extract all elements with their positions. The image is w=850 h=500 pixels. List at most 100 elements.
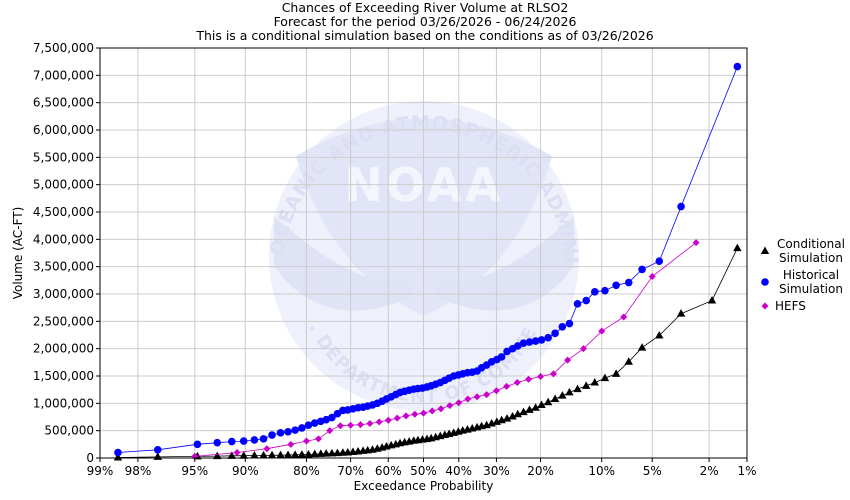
series-historical-simulation — [114, 62, 742, 457]
data-point — [326, 427, 334, 435]
data-point — [316, 449, 325, 457]
legend: ConditionalSimulationHistoricalSimulatio… — [760, 237, 845, 313]
data-point — [297, 450, 307, 458]
data-point — [464, 395, 472, 403]
chart-title-line-3: This is a conditional simulation based o… — [196, 28, 654, 43]
data-point — [558, 323, 567, 331]
x-tick-label: 30% — [483, 464, 510, 478]
y-tick-label: 6,000,000 — [33, 123, 94, 137]
data-point — [573, 300, 582, 308]
data-point — [558, 391, 567, 399]
y-tick-label: 4,500,000 — [33, 205, 94, 219]
data-point — [531, 337, 540, 345]
data-point — [483, 391, 491, 399]
data-point — [263, 445, 271, 453]
y-tick-label: 0 — [86, 451, 94, 465]
data-point — [600, 373, 610, 382]
data-point — [519, 407, 528, 416]
data-point — [302, 437, 310, 445]
data-point — [384, 416, 392, 424]
data-point — [113, 452, 123, 461]
data-point — [543, 397, 553, 406]
data-point — [519, 339, 528, 348]
x-tick-label: 2% — [700, 464, 719, 478]
data-point — [544, 333, 552, 342]
data-point — [733, 243, 742, 252]
data-point — [648, 273, 656, 281]
axes: 99% 98% 95% 90% 80% 70% 60% 50% 40% 30% 20% 10% 5% 2%… — [11, 41, 757, 493]
data-point — [525, 375, 533, 383]
data-point — [503, 382, 511, 390]
data-point — [611, 369, 621, 377]
data-point — [497, 353, 506, 361]
data-point — [393, 414, 401, 422]
data-point — [565, 319, 574, 328]
data-point — [153, 446, 162, 454]
data-point — [537, 336, 546, 344]
data-point — [287, 440, 295, 448]
data-point — [336, 422, 344, 430]
watermark-wave-right — [434, 216, 574, 311]
data-point — [428, 407, 436, 415]
data-point — [328, 413, 336, 422]
data-point — [549, 370, 557, 378]
x-tick-label: 40% — [445, 464, 472, 478]
legend-marker — [760, 246, 770, 254]
data-point — [375, 418, 383, 426]
legend-marker — [761, 278, 769, 286]
grid-lines — [99, 47, 748, 459]
data-point — [573, 384, 582, 393]
y-tick-label: 2,000,000 — [33, 342, 94, 356]
data-point — [513, 379, 521, 387]
data-point — [550, 394, 560, 402]
data-point — [473, 393, 481, 401]
x-tick-label: 60% — [375, 464, 402, 478]
x-tick-label: 80% — [293, 464, 320, 478]
data-point — [213, 438, 222, 447]
data-point — [677, 202, 685, 211]
y-tick-label: 5,500,000 — [33, 150, 94, 164]
data-point — [259, 450, 268, 459]
x-tick-label: 95% — [181, 464, 208, 478]
x-tick-label: 70% — [337, 464, 364, 478]
data-point — [239, 437, 248, 445]
data-point — [733, 62, 742, 71]
data-point — [250, 436, 259, 444]
data-point — [582, 381, 591, 389]
data-point — [347, 421, 355, 429]
data-point — [268, 431, 276, 439]
data-point — [446, 402, 454, 410]
x-tick-label: 50% — [410, 464, 437, 478]
data-point — [590, 378, 600, 386]
data-point — [638, 265, 646, 274]
data-point — [290, 450, 300, 458]
data-point — [525, 405, 534, 413]
x-tick-label: 10% — [588, 464, 615, 478]
data-point — [624, 357, 633, 365]
data-point — [455, 399, 463, 407]
data-point — [283, 450, 293, 458]
x-tick-label: 5% — [643, 464, 662, 478]
data-point — [321, 449, 331, 457]
data-point — [508, 411, 517, 420]
data-point — [193, 440, 202, 449]
data-point — [213, 451, 222, 460]
data-point — [411, 410, 419, 418]
data-point — [276, 429, 285, 437]
y-tick-label: 3,500,000 — [33, 260, 94, 274]
data-point — [437, 405, 445, 413]
y-tick-label: 7,500,000 — [33, 41, 94, 55]
x-tick-label: 1% — [737, 464, 756, 478]
data-point — [327, 448, 337, 457]
x-tick-label: 99% — [87, 464, 114, 478]
data-point — [564, 356, 572, 364]
data-point — [298, 424, 306, 432]
series-hefs — [191, 239, 700, 460]
data-point — [402, 412, 410, 420]
data-point — [310, 449, 319, 458]
legend-label: Simulation — [779, 282, 843, 296]
data-point — [582, 296, 591, 305]
x-tick-label: 98% — [125, 464, 152, 478]
data-point — [239, 451, 248, 459]
